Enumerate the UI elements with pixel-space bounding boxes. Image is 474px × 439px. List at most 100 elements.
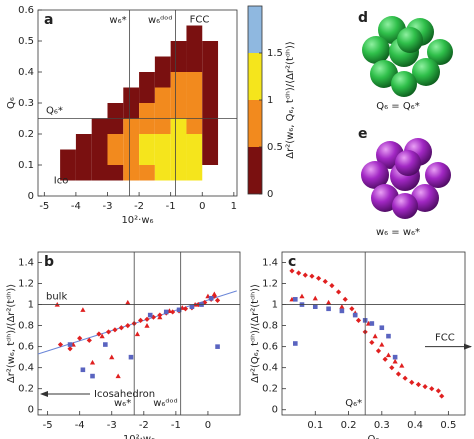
heatmap-cell: [91, 118, 108, 134]
y-tick-label: 0.3: [18, 98, 34, 109]
cluster-green: [362, 16, 453, 97]
diamond-point: [296, 270, 302, 276]
triangle-point: [89, 359, 96, 365]
heatmap-cell: [123, 87, 140, 103]
y-tick-label: 1.2: [18, 279, 34, 290]
y-tick-label: 0.6: [18, 342, 34, 353]
y-tick-label: 0: [272, 405, 278, 416]
x-tick-label: 0: [205, 420, 211, 431]
diamond-point: [335, 289, 342, 295]
heatmap-cell: [170, 118, 187, 134]
y-tick-label: 1.2: [262, 279, 278, 290]
heatmap-cell: [186, 103, 203, 119]
heatmap-cell: [91, 134, 108, 150]
x-tick-label: 0.4: [407, 420, 423, 431]
heatmap-cell: [186, 56, 203, 72]
square-point: [80, 367, 86, 373]
heatmap-cell: [170, 87, 187, 103]
triangle-point: [325, 299, 332, 305]
x-tick-label: -4: [75, 420, 85, 431]
square-point: [103, 342, 108, 347]
reference-label: w₆ᵈᵒᵈ: [148, 15, 172, 26]
square-point: [147, 312, 153, 318]
y-tick-label: 0: [28, 191, 34, 202]
heatmap-cell: [202, 72, 219, 88]
reference-label: w₆*: [114, 398, 131, 409]
diamond-point: [395, 371, 402, 377]
diamond-point: [355, 317, 362, 323]
y-tick-label: 0.2: [18, 129, 34, 140]
heatmap-cell: [139, 118, 155, 134]
heatmap-cell: [75, 134, 92, 150]
heatmap-cell: [107, 149, 124, 165]
square-point: [339, 308, 345, 314]
heatmap-cell: [154, 87, 171, 103]
diamond-point: [105, 329, 112, 335]
y-axis-label: Δr²(Q₆, tᵈʰ)/⟨Δr²(tᵈʰ)⟩: [250, 284, 261, 383]
colorbar-tick-label: 0: [267, 189, 273, 200]
triangle-point: [99, 333, 105, 339]
diamond-point: [435, 388, 441, 394]
panel-letter: e: [358, 126, 368, 142]
heatmap-cell: [91, 165, 108, 181]
triangle-point: [312, 295, 318, 301]
colorbar-band: [248, 100, 262, 147]
triangle-point: [134, 331, 140, 337]
y-tick-label: 1.4: [262, 258, 278, 269]
x-tick-label: -1: [171, 420, 181, 431]
colorbar-band: [248, 6, 262, 53]
heatmap-cell: [123, 103, 140, 119]
heatmap-cell: [186, 149, 203, 165]
diamond-point: [375, 348, 382, 354]
triangle-point: [392, 358, 398, 364]
y-tick-label: 0.4: [262, 363, 278, 374]
heatmap-cell: [139, 149, 155, 165]
x-tick-label: 0: [199, 201, 205, 212]
panel-letter: d: [358, 10, 368, 26]
triangle-point: [379, 341, 385, 347]
diamond-point: [170, 309, 176, 315]
diamond-point: [382, 356, 388, 362]
colorbar-label: Δr²(w₆, Q₆, tᵈʰ)/⟨Δr²(tᵈʰ)⟩: [285, 41, 296, 159]
plot-frame: [281, 251, 466, 416]
heatmap-cell: [139, 72, 155, 88]
diamond-point: [322, 278, 328, 285]
heatmap-cell: [186, 118, 203, 134]
square-point: [67, 342, 73, 347]
triangle-point: [385, 352, 392, 358]
heatmap-cell: [202, 103, 219, 119]
heatmap-cell: [75, 149, 92, 165]
x-tick-label: -1: [166, 201, 176, 212]
cluster-purple: [361, 138, 451, 219]
diamond-point: [422, 384, 428, 390]
x-tick-label: -4: [71, 201, 81, 212]
colorbar-tick-label: 0.5: [267, 142, 283, 153]
heatmap-cell: [202, 87, 219, 103]
heatmap-cell: [170, 165, 187, 181]
annotation: Icosahedron: [94, 389, 155, 400]
heatmap-cell: [170, 56, 187, 72]
x-axis-label: 10²·w₆: [121, 215, 153, 226]
heatmap-cell: [170, 72, 187, 88]
heatmap-cell: [107, 134, 124, 150]
square-point: [369, 321, 375, 326]
square-point: [352, 312, 358, 318]
heatmap-cell: [202, 134, 219, 150]
reference-label: w₆ᵈᵒᵈ: [153, 398, 177, 409]
x-axis-label: Q₆: [368, 434, 380, 439]
triangle-point: [109, 354, 115, 360]
triangle-point: [339, 304, 345, 309]
y-tick-label: 1: [272, 300, 278, 311]
heatmap-cell: [107, 118, 124, 134]
heatmap-cell: [154, 72, 171, 88]
x-tick-label: -3: [102, 201, 112, 212]
panel-letter: a: [44, 12, 53, 28]
square-point: [163, 309, 169, 315]
y-tick-label: 1: [28, 300, 34, 311]
x-tick-label: 0.2: [341, 420, 357, 431]
annotation: Ico: [54, 176, 69, 187]
heatmap-cell: [154, 134, 171, 150]
diamond-point: [402, 375, 408, 381]
heatmap-cell: [154, 149, 171, 165]
